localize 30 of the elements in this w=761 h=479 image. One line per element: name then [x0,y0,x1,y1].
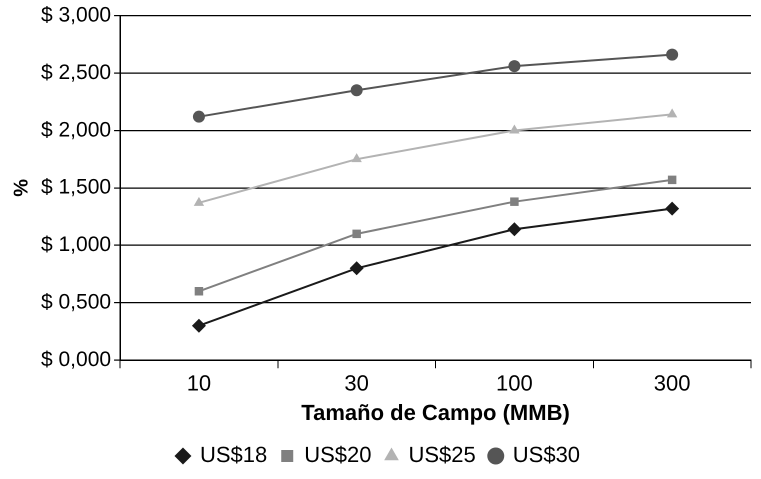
point [350,84,363,96]
y-tick-label: $ 1,000 [40,233,112,256]
y-tick-label: $ 1,500 [40,176,112,199]
y-tick-label: $ 2,500 [40,60,112,84]
point [192,318,206,333]
y-tick-label: $ 0,000 [40,348,112,371]
x-tick-label: 30 [344,370,369,396]
point [668,176,676,184]
point [192,110,205,123]
point [352,230,361,238]
point [666,48,678,61]
legend-label: US$30 [512,442,580,468]
legend-label: US$20 [304,442,372,468]
y-axis-title: % [10,178,33,197]
point [665,202,680,216]
point [350,261,364,276]
point [510,197,519,206]
point [507,222,522,236]
legend-label: US$18 [200,442,268,468]
point [508,60,520,72]
x-tick-label: 10 [186,370,212,396]
point [351,153,362,162]
y-tick-label: $ 3,000 [40,3,112,26]
x-tick-label: 300 [654,370,690,396]
y-tick-label: $ 2,000 [40,118,112,142]
legend-label: US$25 [408,442,476,468]
x-axis-title: Tamaño de Campo (MMB) [301,400,570,425]
x-tick-label: 100 [496,370,533,396]
y-tick-label: $ 0,500 [40,290,112,314]
point [194,287,204,296]
